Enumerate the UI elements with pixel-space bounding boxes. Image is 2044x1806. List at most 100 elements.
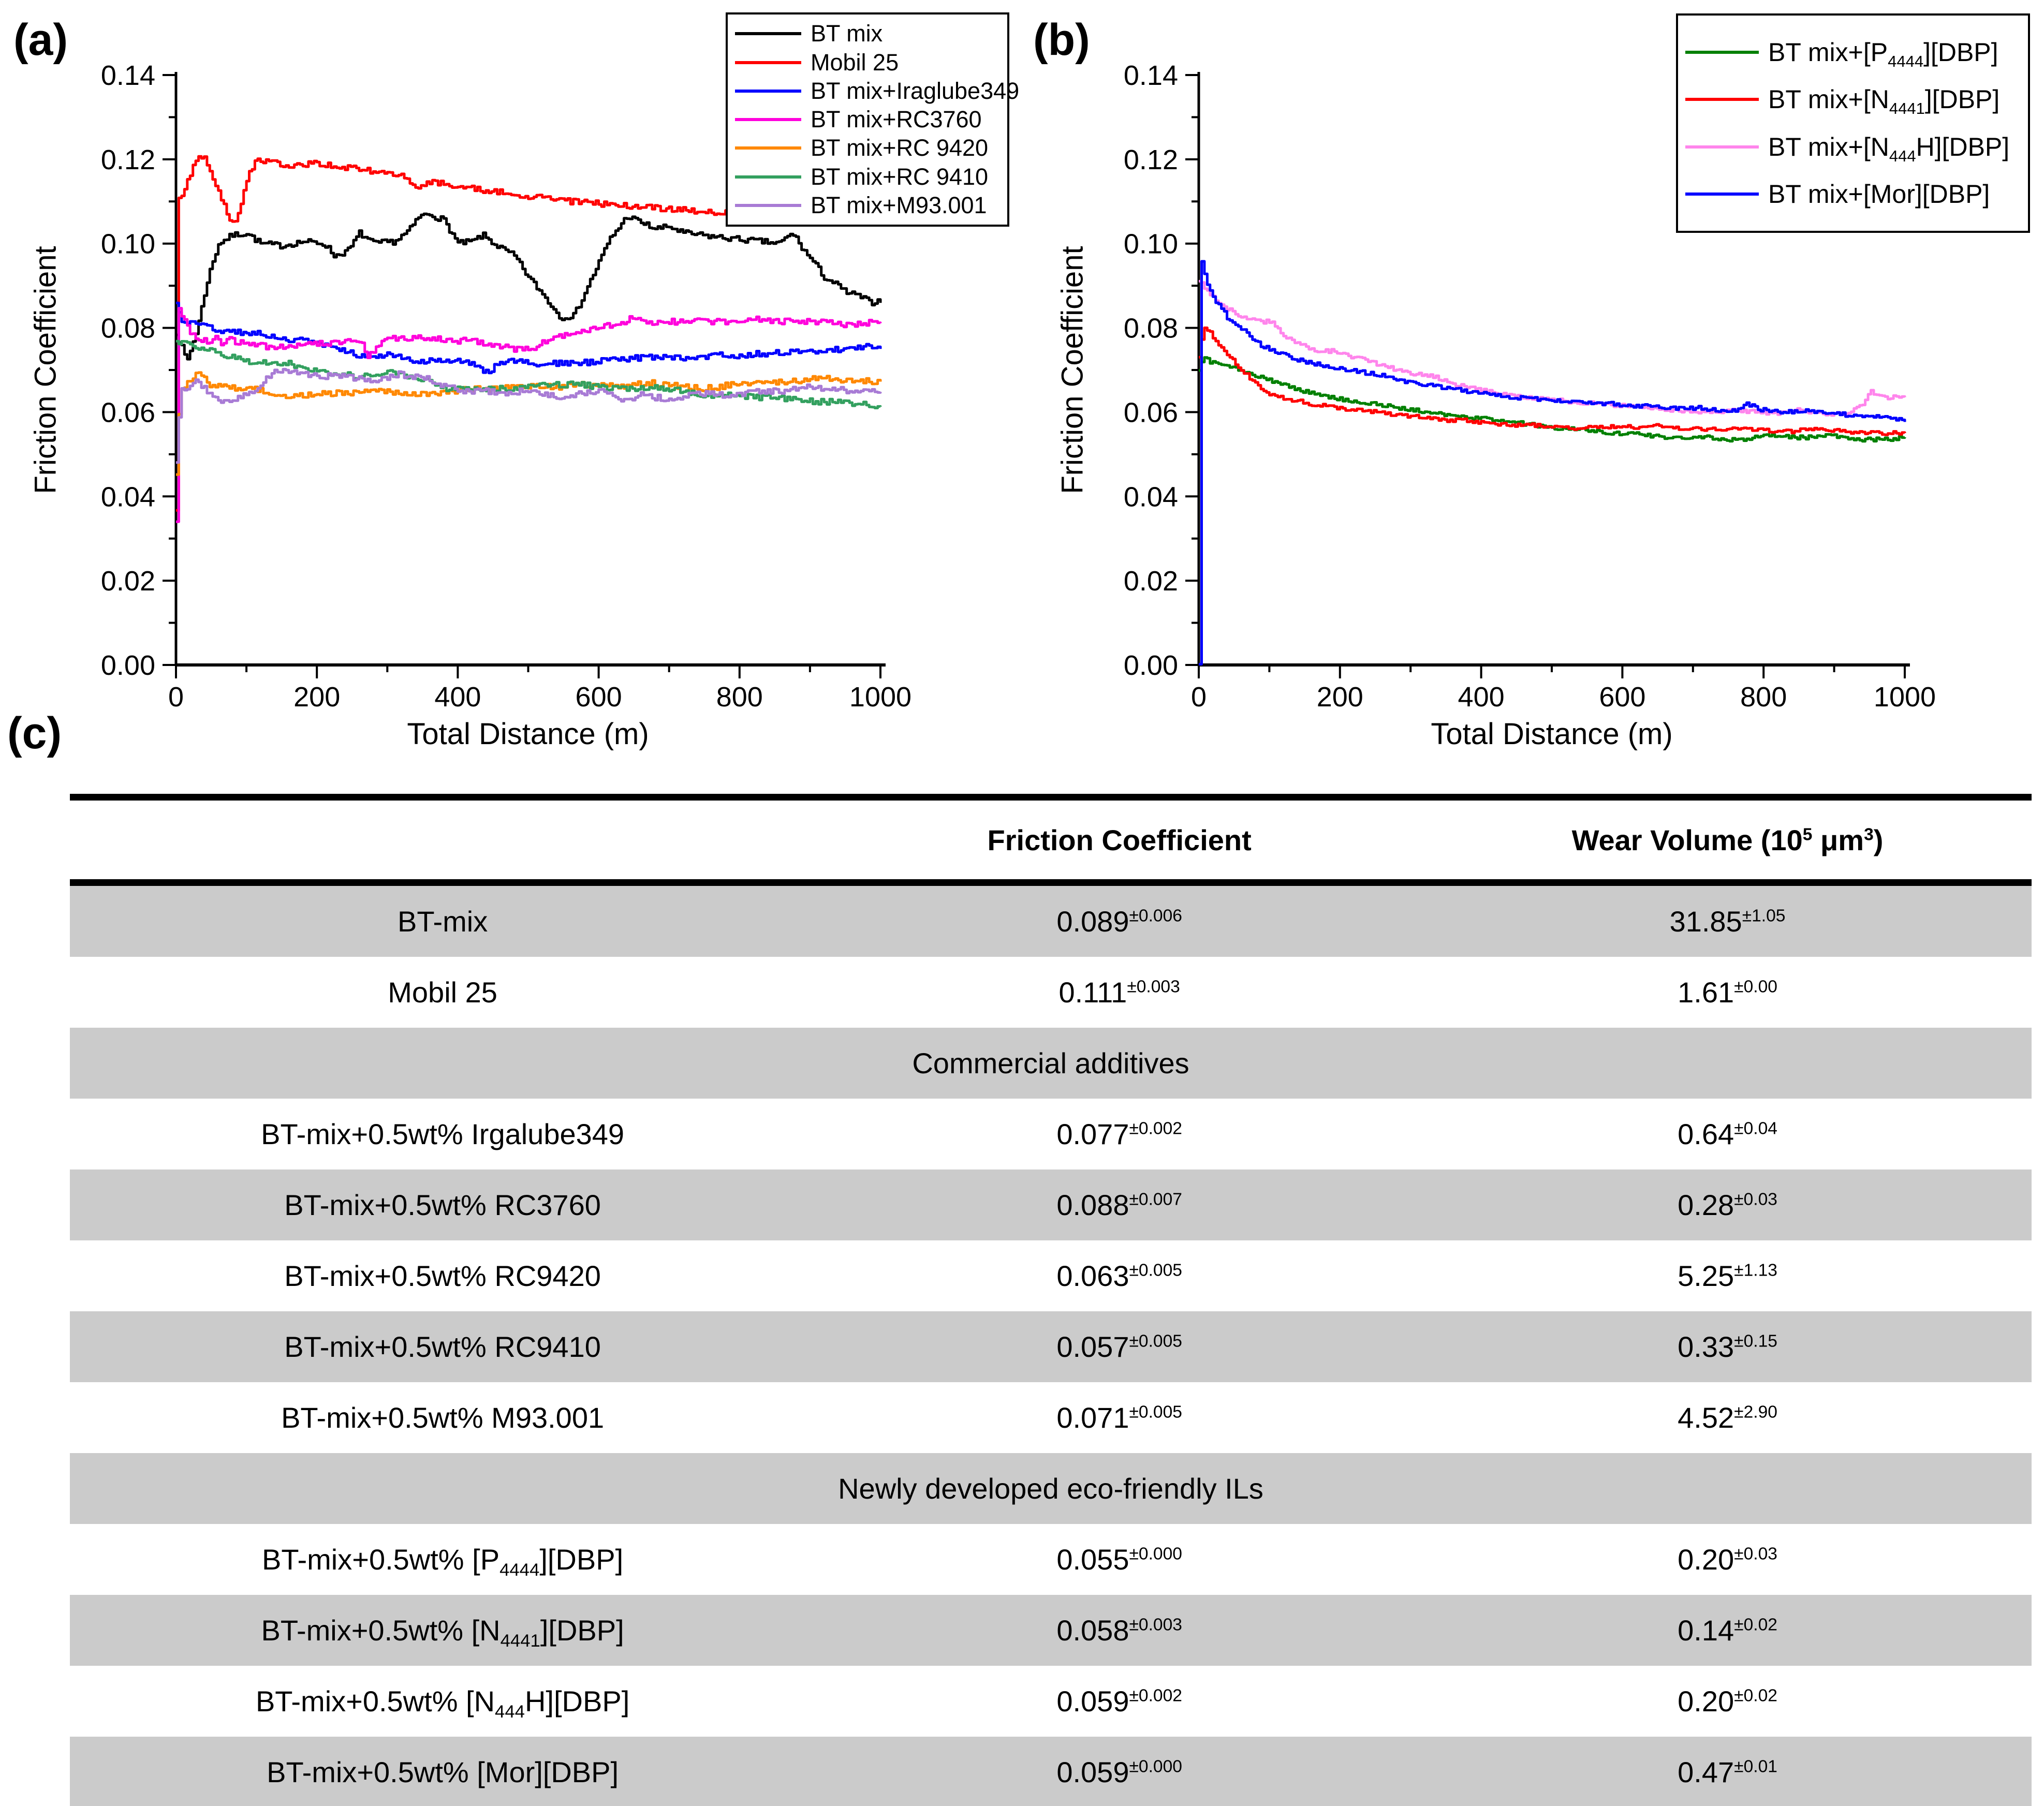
table-row: BT-mix+0.5wt% [Mor][DBP] 0.059±0.000 0.47±… xyxy=(70,1737,2032,1806)
legend-item: BT mix+RC 9420 xyxy=(735,135,1000,161)
table-cell-wear: 0.20±0.03 xyxy=(1678,1543,1777,1576)
legend-line-swatch xyxy=(1685,193,1759,196)
legend-label: BT mix+RC 9410 xyxy=(811,163,989,190)
y-tick-label: 0.14 xyxy=(101,60,155,91)
table-section-label: Newly developed eco-friendly ILs xyxy=(838,1472,1263,1505)
table-header-row: Friction Coefficient Wear Volume (105 μm… xyxy=(70,797,2032,886)
table-cell-sample: Mobil 25 xyxy=(388,976,497,1009)
x-tick-label: 800 xyxy=(1740,682,1787,713)
series-line-3 xyxy=(1199,260,1906,666)
y-tick-label: 0.00 xyxy=(1124,650,1178,681)
legend-label: BT mix+[N4441][DBP] xyxy=(1768,85,2000,118)
table-cell-wear: 4.52±2.90 xyxy=(1678,1401,1777,1434)
y-tick-label: 0.14 xyxy=(1124,60,1178,91)
chart-a: 0.00 0.02 0.04 0.06 0.08 0.10 0.12 0.14 0 200 400 6… xyxy=(0,0,1020,766)
table-cell-sample: BT-mix xyxy=(397,905,488,938)
chart-a-xlabel: Total Distance (m) xyxy=(407,717,649,751)
legend-line-swatch xyxy=(1685,50,1759,54)
chart-a-plot: 0.00 0.02 0.04 0.06 0.08 0.10 0.12 0.14 0 200 400 6… xyxy=(101,60,911,713)
table-row: BT-mix+0.5wt% M93.001 0.071±0.005 4.52±2.9… xyxy=(70,1382,2032,1453)
x-tick-label: 200 xyxy=(1317,682,1363,713)
table-cell-friction: 0.089±0.006 xyxy=(1056,905,1182,938)
table-cell-friction: 0.059±0.002 xyxy=(1056,1685,1182,1718)
table-cell-friction: 0.059±0.000 xyxy=(1056,1756,1182,1788)
table-cell-sample: BT-mix+0.5wt% M93.001 xyxy=(281,1401,605,1434)
legend-item: BT mix+Iraglube349 xyxy=(735,78,1019,105)
table-row: BT-mix+0.5wt% [P4444][DBP] 0.055±0.000 0.2… xyxy=(70,1524,2032,1595)
y-tick-label: 0.02 xyxy=(1124,566,1178,597)
panel-label-b: (b) xyxy=(1033,15,1090,65)
legend-item: BT mix+RC3760 xyxy=(735,106,1000,133)
table-cell-sample: BT-mix+0.5wt% Irgalube349 xyxy=(261,1118,625,1150)
legend-item: BT mix+[P4444][DBP] xyxy=(1685,37,2021,70)
table-cell-wear: 0.47±0.01 xyxy=(1678,1756,1777,1788)
table-row: BT-mix 0.089±0.006 31.85±1.05 xyxy=(70,882,2032,957)
table-cell-friction: 0.071±0.005 xyxy=(1056,1401,1182,1434)
y-tick-label: 0.08 xyxy=(101,313,155,344)
series-line-2 xyxy=(176,301,882,375)
table-cell-sample: BT-mix+0.5wt% [N4441][DBP] xyxy=(261,1614,624,1651)
legend-line-swatch xyxy=(735,175,801,179)
legend-line-swatch xyxy=(735,89,801,93)
table-cell-friction: 0.088±0.007 xyxy=(1056,1189,1182,1221)
table-cell-sample: BT-mix+0.5wt% [N444H][DBP] xyxy=(255,1685,630,1722)
table-row: BT-mix+0.5wt% [N444H][DBP] 0.059±0.002 0.2… xyxy=(70,1666,2032,1737)
y-tick-label: 0.12 xyxy=(1124,144,1178,175)
x-tick-label: 400 xyxy=(1458,682,1505,713)
y-tick-label: 0.10 xyxy=(101,229,155,260)
legend-item: BT mix+[Mor][DBP] xyxy=(1685,179,2021,209)
table-cell-sample: BT-mix+0.5wt% RC9420 xyxy=(284,1260,601,1292)
series-line-6 xyxy=(176,367,882,464)
legend-label: BT mix+M93.001 xyxy=(811,191,987,218)
legend-line-swatch xyxy=(735,61,801,64)
chart-a-ylabel: Friction Coefficient xyxy=(28,246,63,494)
series-line-3 xyxy=(176,307,882,523)
chart-b-ylabel: Friction Coefficient xyxy=(1055,246,1090,494)
table-cell-sample: BT-mix+0.5wt% [Mor][DBP] xyxy=(267,1756,619,1788)
series-line-1 xyxy=(1199,327,1906,436)
table-cell-wear: 1.61±0.00 xyxy=(1678,976,1777,1009)
legend-line-swatch xyxy=(735,118,801,121)
table-header-wear: Wear Volume (105 μm3) xyxy=(1423,797,2032,886)
chart-b-legend: BT mix+[P4444][DBP] BT mix+[N4441][DBP] BT… xyxy=(1676,13,2030,233)
y-tick-label: 0.06 xyxy=(1124,397,1178,428)
series-line-0 xyxy=(176,212,882,361)
legend-item: BT mix+[N4441][DBP] xyxy=(1685,84,2021,118)
table-row: BT-mix+0.5wt% RC3760 0.088±0.007 0.28±0.03 xyxy=(70,1170,2032,1240)
x-tick-label: 600 xyxy=(1599,682,1645,713)
table-cell-sample: BT-mix+0.5wt% RC3760 xyxy=(284,1189,601,1221)
table-cell-sample: BT-mix+0.5wt% RC9410 xyxy=(284,1330,601,1363)
legend-item: BT mix+[N444H][DBP] xyxy=(1685,132,2021,164)
chart-b: 0.00 0.02 0.04 0.06 0.08 0.10 0.12 0.14 0 200 400 6… xyxy=(1020,0,2044,766)
table-cell-wear: 0.28±0.03 xyxy=(1678,1189,1777,1221)
legend-item: BT mix xyxy=(735,20,1000,47)
table-cell-wear: 0.14±0.02 xyxy=(1678,1614,1777,1647)
y-tick-label: 0.02 xyxy=(101,566,155,597)
series-line-5 xyxy=(176,339,882,409)
table-cell-friction: 0.057±0.005 xyxy=(1056,1330,1182,1363)
legend-label: BT mix+RC 9420 xyxy=(811,135,989,161)
results-table: Friction Coefficient Wear Volume (105 μm… xyxy=(70,794,2032,1806)
table-cell-wear: 5.25±1.13 xyxy=(1678,1260,1777,1292)
table-row: BT-mix+0.5wt% Irgalube349 0.077±0.002 0.64… xyxy=(70,1099,2032,1170)
table-cell-wear: 0.20±0.02 xyxy=(1678,1685,1777,1718)
x-tick-label: 400 xyxy=(434,682,481,713)
table-row: BT-mix+0.5wt% [N4441][DBP] 0.058±0.003 0.1… xyxy=(70,1595,2032,1666)
x-tick-label: 600 xyxy=(576,682,622,713)
table-header-friction: Friction Coefficient xyxy=(815,797,1424,886)
results-table-wrap: Friction Coefficient Wear Volume (105 μm… xyxy=(70,794,2032,1806)
table-cell-friction: 0.077±0.002 xyxy=(1056,1118,1182,1150)
table-cell-friction: 0.111±0.003 xyxy=(1058,976,1180,1009)
table-header-sample xyxy=(70,797,816,886)
panel-label-c: (c) xyxy=(7,708,62,758)
panel-label-a: (a) xyxy=(13,15,68,65)
legend-label: BT mix+[Mor][DBP] xyxy=(1768,180,1990,209)
table-cell-friction: 0.055±0.000 xyxy=(1056,1543,1182,1576)
legend-line-swatch xyxy=(735,146,801,150)
y-tick-label: 0.12 xyxy=(101,144,155,175)
y-tick-label: 0.06 xyxy=(101,397,155,428)
legend-label: BT mix+[P4444][DBP] xyxy=(1768,37,1998,70)
table-cell-wear: 0.64±0.04 xyxy=(1678,1118,1777,1150)
x-tick-label: 0 xyxy=(1191,682,1207,713)
